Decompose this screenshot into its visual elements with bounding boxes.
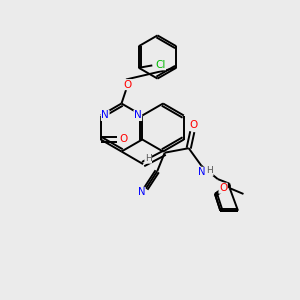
Text: Cl: Cl xyxy=(155,60,166,70)
Text: N: N xyxy=(134,110,142,121)
Text: N: N xyxy=(101,110,109,121)
Text: O: O xyxy=(120,134,128,145)
Text: O: O xyxy=(123,80,132,90)
Text: N: N xyxy=(137,187,145,197)
Text: H: H xyxy=(206,167,213,176)
Text: O: O xyxy=(219,183,227,193)
Text: H: H xyxy=(145,154,152,163)
Text: N: N xyxy=(198,167,206,177)
Text: O: O xyxy=(189,120,197,130)
